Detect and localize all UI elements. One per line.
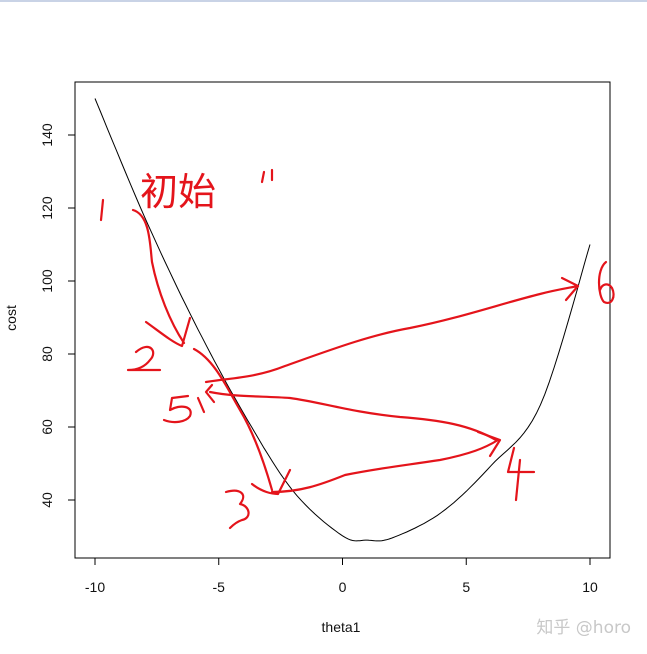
y-axis-label: cost — [3, 305, 19, 331]
y-tick-label: 80 — [39, 346, 55, 362]
annotation-path-2-3 — [192, 347, 274, 492]
x-tick-label: -10 — [85, 579, 105, 595]
annotation-arrow-2 — [144, 316, 192, 348]
y-tick-label: 100 — [39, 269, 55, 293]
annotation-start-label: 初始 — [140, 170, 216, 214]
watermark: 知乎 @horo — [536, 618, 631, 638]
x-axis-label: theta1 — [322, 619, 361, 635]
y-tick-label: 120 — [39, 196, 55, 220]
handwritten-annotations — [99, 168, 615, 530]
step-6-label — [597, 260, 615, 304]
step-3-label — [224, 489, 250, 530]
annotation-path-3-4 — [270, 438, 500, 494]
cost-curve-line — [94, 98, 591, 542]
step-5-label — [162, 394, 192, 424]
step-2-label — [126, 345, 162, 372]
annotation-path-1-2 — [131, 208, 186, 345]
step-1-label — [99, 198, 105, 222]
window-top-border — [0, 0, 647, 2]
plot-frame — [74, 81, 611, 559]
y-tick-label: 40 — [39, 492, 55, 508]
annotation-path-4-5 — [208, 390, 498, 442]
x-tick-label: 10 — [582, 579, 598, 595]
y-tick-label: 60 — [39, 419, 55, 435]
x-tick-label: -5 — [213, 579, 226, 595]
x-tick-label: 5 — [462, 579, 470, 595]
step-5-tail — [196, 396, 206, 414]
annotation-mark — [260, 168, 274, 184]
x-tick-label: 0 — [339, 579, 347, 595]
annotation-path-5-6 — [204, 284, 580, 384]
step-4-label — [506, 446, 536, 502]
x-ticks: -10 -5 0 5 10 — [85, 558, 598, 595]
annotation-arrow-6 — [560, 276, 580, 302]
annotation-arrow-5 — [204, 383, 216, 404]
annotation-arrow-3 — [250, 468, 292, 496]
y-tick-label: 140 — [39, 123, 55, 147]
y-ticks: 40 60 80 100 120 140 — [39, 123, 75, 508]
